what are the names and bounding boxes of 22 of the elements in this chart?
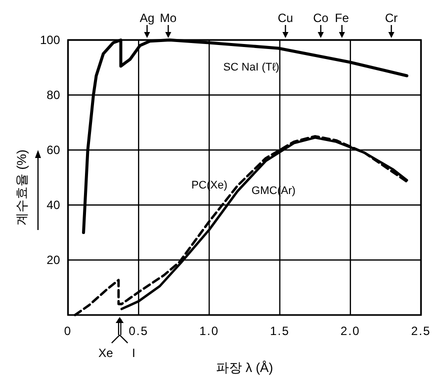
x-tick-label: 0.5: [128, 324, 148, 338]
x-tick-label: 2.0: [340, 324, 360, 338]
y-tick-label: 60: [46, 143, 60, 157]
ref-line-label: Ag: [140, 11, 154, 25]
legend-label: Xe: [98, 346, 114, 360]
ref-line-label: Mo: [160, 11, 177, 25]
ref-line-label: Fe: [334, 11, 350, 25]
y-tick-label: 20: [46, 253, 60, 267]
y-tick-label: 100: [40, 33, 60, 47]
ref-line-label: Cu: [278, 11, 294, 25]
y-tick-label: 40: [46, 198, 60, 212]
x-tick-label: 1.0: [199, 324, 220, 338]
ref-line-label: Cr: [385, 11, 398, 25]
series-label: SC NaI (Tℓ): [223, 61, 280, 74]
ref-line-label: I: [132, 346, 136, 360]
x-tick-label: 2.5: [411, 324, 431, 338]
y-tick-label: 80: [46, 88, 60, 102]
ref-line-label: Co: [313, 11, 329, 25]
x-tick-label: 0: [64, 324, 72, 338]
x-axis-title: 파장 λ (Å): [216, 360, 274, 375]
y-axis-title: 계수효율 (%): [14, 150, 29, 226]
x-tick-label: 1.5: [270, 324, 290, 338]
